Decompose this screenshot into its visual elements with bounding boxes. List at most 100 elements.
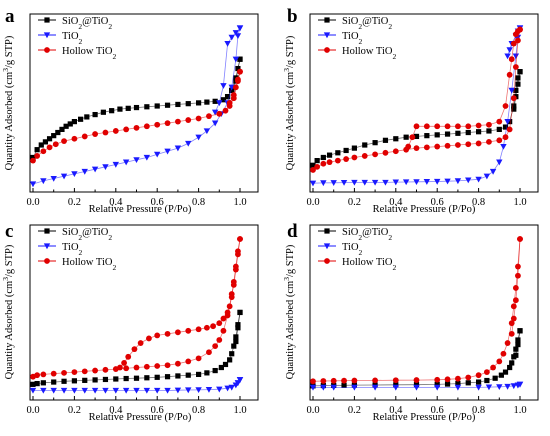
data-point [112, 128, 119, 134]
data-point [81, 368, 88, 375]
data-point [343, 156, 350, 162]
x-tick-label: 0.4 [389, 405, 403, 416]
data-point [514, 382, 522, 389]
data-point [131, 346, 138, 353]
data-point [330, 377, 337, 384]
data-point [515, 337, 521, 343]
data-point [143, 123, 150, 130]
data-point [164, 362, 171, 369]
data-point [233, 334, 239, 340]
data-point [59, 126, 65, 132]
x-tick-label: 1.0 [513, 197, 526, 208]
data-point [71, 171, 78, 178]
data-point [502, 124, 509, 130]
x-tick-label: 0.8 [192, 405, 205, 416]
data-point [92, 377, 98, 383]
data-point [502, 369, 509, 375]
data-point [205, 386, 213, 393]
data-point [320, 180, 327, 187]
panel-c: 0.0 0.2 0.4 0.6 0.8 1.0 Relative Pressure (P/P… [1, 221, 259, 423]
data-point [227, 357, 233, 363]
legend-label: Hollow TiO2 [62, 46, 116, 61]
data-point [510, 95, 517, 102]
data-point [92, 111, 98, 118]
data-point [175, 360, 181, 367]
desorption-line [513, 71, 521, 110]
series-0 [30, 56, 243, 161]
data-point [507, 119, 513, 125]
data-point [195, 115, 202, 122]
data-point [515, 75, 521, 81]
data-point [218, 364, 224, 371]
data-point [206, 349, 212, 356]
data-point [210, 323, 216, 330]
data-point [500, 143, 507, 150]
data-point [504, 340, 511, 346]
data-point [506, 71, 513, 78]
data-point [509, 360, 515, 366]
data-point [222, 107, 229, 114]
data-point [232, 30, 240, 36]
data-point [55, 129, 61, 136]
legend-marker [323, 32, 331, 39]
data-point [506, 126, 513, 133]
x-tick-label: 0.0 [26, 405, 39, 416]
data-point [517, 328, 523, 334]
data-point [212, 98, 218, 104]
data-point [465, 123, 472, 130]
data-point [224, 385, 231, 392]
data-point [455, 130, 461, 136]
data-point [444, 131, 451, 137]
data-point [92, 131, 98, 137]
data-point [496, 137, 503, 144]
x-tick-label: 0.2 [348, 405, 361, 416]
data-point [510, 40, 517, 47]
data-point [508, 56, 515, 63]
data-point [185, 387, 192, 394]
data-point [133, 375, 140, 381]
data-point [144, 375, 150, 381]
data-point [133, 364, 140, 371]
panel-letter: c [5, 221, 13, 242]
data-point [224, 309, 231, 316]
data-point [203, 128, 211, 135]
data-point [392, 384, 399, 391]
data-point [320, 160, 327, 167]
data-point [515, 341, 521, 348]
data-point [216, 100, 223, 107]
y-axis-title: Quantity Adsorbed (cm3/g STP) [1, 35, 16, 170]
data-point [330, 180, 337, 186]
data-point [403, 134, 409, 140]
data-point [341, 377, 347, 384]
data-point [112, 387, 119, 394]
data-point [236, 377, 244, 383]
data-point [372, 377, 378, 384]
series-2 [310, 236, 523, 385]
data-point [40, 148, 47, 155]
panel-letter: d [287, 221, 298, 242]
data-point [34, 147, 40, 153]
data-point [511, 106, 517, 112]
data-point [392, 377, 399, 384]
data-point [175, 118, 181, 125]
data-point [61, 369, 67, 376]
series-0 [30, 309, 243, 387]
data-point [185, 101, 191, 107]
x-tick-label: 0.4 [109, 405, 123, 416]
series-0 [310, 69, 523, 168]
data-point [483, 173, 491, 180]
data-point [137, 340, 144, 346]
data-point [504, 119, 511, 125]
data-point [175, 329, 181, 336]
data-point [444, 381, 451, 387]
data-point [195, 355, 202, 362]
panel-letter: b [287, 6, 298, 27]
panel-letter: a [5, 6, 15, 27]
data-point [515, 263, 521, 270]
data-point [512, 53, 520, 60]
data-point [340, 179, 348, 186]
data-point [228, 291, 235, 297]
data-point [154, 151, 161, 158]
data-point [413, 384, 420, 391]
data-point [78, 116, 84, 122]
